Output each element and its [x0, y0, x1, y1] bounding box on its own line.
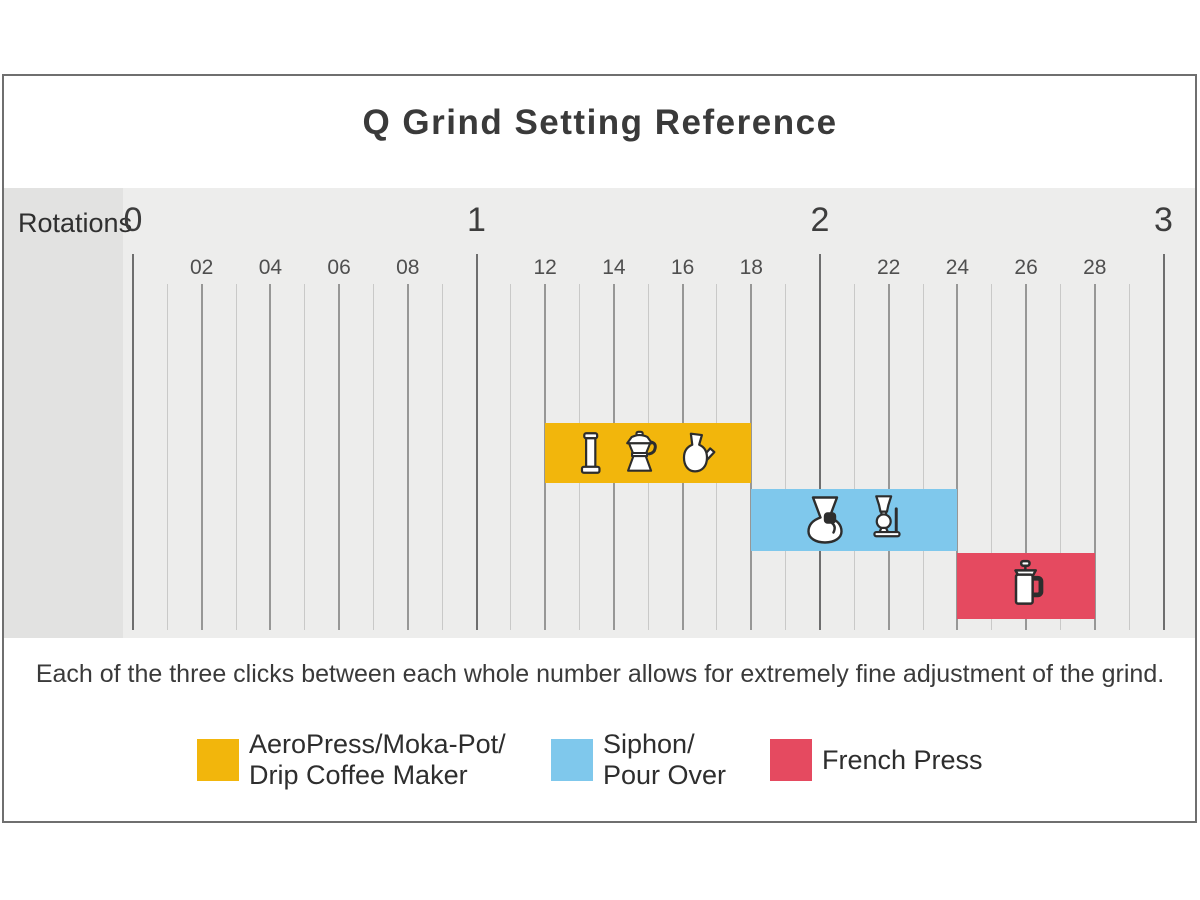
band-french-press [957, 553, 1095, 619]
click-tick-label: 16 [670, 256, 695, 279]
drip-coffee-maker-icon [678, 430, 720, 476]
ruler-tick [922, 284, 924, 630]
ruler-tick [372, 284, 374, 630]
axis-label-cell [4, 188, 123, 638]
ruler-tick [750, 284, 753, 630]
ruler-tick [338, 284, 341, 630]
click-tick-label: 02 [190, 256, 214, 279]
click-tick-label: 28 [1083, 256, 1107, 279]
legend-swatch-french-press [770, 739, 812, 781]
chart-title: Q Grind Setting Reference [362, 103, 838, 142]
ruler-tick [853, 284, 855, 630]
ruler-tick [235, 284, 237, 630]
ruler-tick [887, 284, 890, 630]
ruler-tick [304, 284, 306, 630]
axis-label: Rotations [18, 208, 133, 238]
french-press-icon [1002, 559, 1050, 613]
ruler-tick [132, 254, 134, 630]
ruler-tick [269, 284, 272, 630]
ruler-tick [200, 284, 203, 630]
caption: Each of the three clicks between each wh… [35, 660, 1165, 688]
legend-label-line: AeroPress/Moka-Pot/ [249, 729, 506, 759]
ruler-tick [819, 254, 821, 630]
legend-item-french-press: French Press [770, 726, 983, 794]
legend-item-siphon-pour-over: Siphon/Pour Over [551, 726, 726, 794]
click-tick-label: 24 [945, 256, 970, 279]
ruler-tick [785, 284, 787, 630]
ruler-tick [441, 284, 443, 630]
click-tick-label: 26 [1014, 256, 1038, 279]
click-tick-label: 12 [533, 256, 557, 279]
rotation-number-label: 3 [1154, 201, 1173, 239]
click-tick-label: 22 [877, 256, 901, 279]
aeropress-icon [576, 430, 605, 476]
moka-pot-icon [621, 430, 662, 476]
pour-over-icon [805, 494, 845, 546]
ruler-tick [166, 284, 168, 630]
click-tick-label: 14 [602, 256, 626, 279]
ruler-tick [1059, 284, 1061, 630]
ruler-tick [956, 284, 959, 630]
ruler-tick [1128, 284, 1130, 630]
ruler-tick [991, 284, 993, 630]
legend-label-line: Drip Coffee Maker [249, 760, 468, 790]
legend-label-siphon-pour-over: Siphon/Pour Over [603, 729, 726, 791]
legend-label-line: Siphon/ [603, 729, 695, 759]
band-siphon-pour-over [751, 489, 958, 551]
rotation-number-label: 2 [810, 201, 830, 239]
rotation-number-label: 0 [123, 201, 143, 239]
legend-label-line: French Press [822, 744, 983, 775]
rotation-number-label: 1 [467, 201, 486, 239]
band-aeropress-moka-drip [545, 423, 752, 483]
click-tick-label: 06 [327, 256, 351, 279]
legend-swatch-siphon-pour-over [551, 739, 593, 781]
legend-swatch-aeropress-moka-drip [197, 739, 239, 781]
ruler-tick [475, 254, 478, 630]
ruler-tick [406, 284, 409, 630]
ruler-tick [1025, 284, 1028, 630]
legend-label-line: Pour Over [603, 760, 727, 790]
click-tick-label: 04 [258, 256, 283, 279]
ruler-tick [1162, 254, 1165, 630]
siphon-icon [867, 494, 904, 546]
ruler-tick [510, 284, 512, 630]
click-tick-label: 18 [739, 256, 763, 279]
click-tick-label: 08 [396, 256, 420, 279]
ruler-tick [1093, 284, 1096, 630]
legend-label-aeropress-moka-drip: AeroPress/Moka-Pot/Drip Coffee Maker [249, 729, 506, 791]
legend-item-aeropress-moka-drip: AeroPress/Moka-Pot/Drip Coffee Maker [197, 726, 506, 794]
legend-label-french-press: French Press [822, 745, 983, 776]
